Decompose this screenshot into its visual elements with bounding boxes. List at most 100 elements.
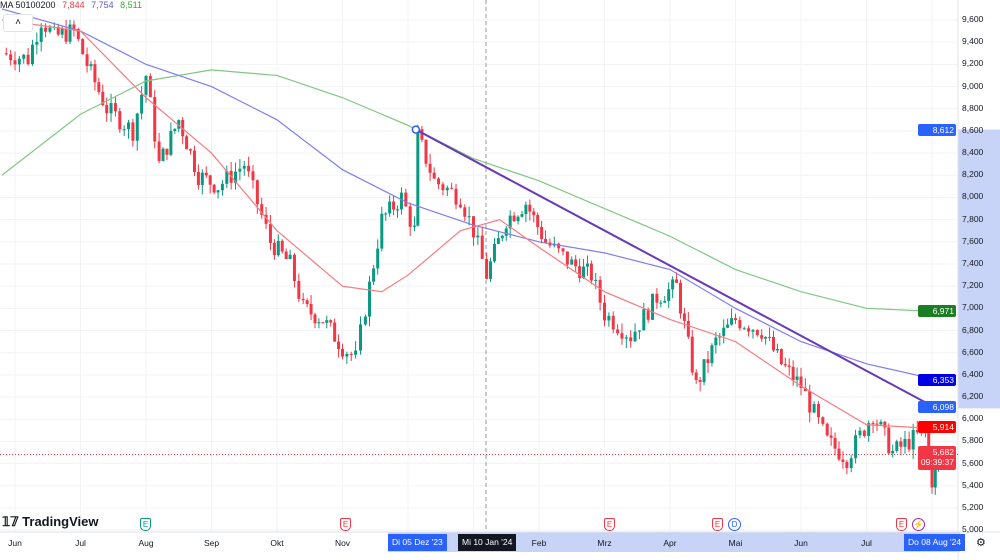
candle-body bbox=[454, 188, 458, 205]
tradingview-logo[interactable]: 𝟙𝟟 TradingView bbox=[2, 514, 99, 529]
candle-body bbox=[292, 254, 296, 281]
split-icon[interactable]: ⚡ bbox=[912, 518, 925, 531]
candle-body bbox=[808, 391, 812, 413]
price-tick: 6,600 bbox=[962, 346, 984, 357]
ma100-line bbox=[1, 8, 939, 381]
candle-body bbox=[742, 328, 746, 330]
indicator-legend[interactable]: MA 50100200 7,844 7,754 8,511 bbox=[0, 0, 146, 10]
time-tick: Mai bbox=[728, 538, 743, 548]
candle-body bbox=[791, 366, 795, 380]
dividend-icon[interactable]: D bbox=[728, 518, 741, 531]
candle-body bbox=[458, 204, 462, 208]
candle-body bbox=[376, 248, 380, 269]
candle-body bbox=[667, 289, 671, 301]
candle-body bbox=[118, 111, 122, 130]
candle-body bbox=[565, 251, 569, 265]
candle-body bbox=[416, 129, 420, 226]
candle-body bbox=[428, 163, 432, 173]
time-tick: Mrz bbox=[597, 538, 612, 548]
candle-body bbox=[751, 330, 755, 332]
candle-body bbox=[64, 28, 68, 42]
candle-body bbox=[131, 122, 135, 141]
candle-body bbox=[105, 105, 109, 114]
time-tick: Apr bbox=[663, 538, 677, 548]
candle-body bbox=[44, 27, 48, 32]
candle-body bbox=[891, 450, 895, 454]
candle-body bbox=[89, 64, 93, 67]
candle-body bbox=[616, 329, 620, 334]
candle-body bbox=[122, 129, 126, 131]
price-tick: 7,400 bbox=[962, 257, 984, 268]
candle-body bbox=[380, 213, 384, 249]
time-range-highlight bbox=[388, 532, 960, 552]
candle-body bbox=[833, 437, 837, 449]
candle-body bbox=[690, 336, 694, 373]
candle-body bbox=[698, 380, 702, 383]
candle-body bbox=[165, 148, 169, 155]
time-tick: Jun bbox=[794, 538, 808, 548]
earnings-icon[interactable]: E bbox=[896, 518, 907, 531]
candle-body bbox=[858, 430, 862, 436]
collapse-legend-button[interactable]: ˄ bbox=[3, 14, 33, 32]
candle-body bbox=[109, 103, 113, 114]
candle-body bbox=[408, 206, 412, 227]
earnings-icon[interactable]: E bbox=[340, 518, 351, 531]
candle-body bbox=[480, 235, 484, 259]
time-tick: Nov bbox=[334, 538, 351, 548]
candle-body bbox=[234, 171, 238, 183]
candle-body bbox=[603, 302, 606, 321]
candle-body bbox=[714, 337, 718, 346]
candle-body bbox=[372, 268, 376, 282]
candle-body bbox=[895, 441, 899, 451]
candle-body bbox=[779, 348, 783, 365]
candle-body bbox=[536, 215, 540, 227]
candle-body bbox=[489, 261, 493, 279]
candle-body bbox=[787, 365, 791, 367]
candle-body bbox=[927, 428, 931, 454]
candle-body bbox=[496, 238, 500, 244]
candle-body bbox=[710, 345, 714, 364]
trend-start-tag: 8,612 bbox=[918, 124, 956, 136]
ma200-tag: 6,971 bbox=[918, 305, 956, 317]
candle-body bbox=[317, 322, 321, 324]
price-range-highlight bbox=[958, 129, 1000, 409]
candle-body bbox=[388, 201, 392, 214]
crosshair-time-tag: Mi 10 Jan '24 bbox=[458, 534, 517, 551]
candle-body bbox=[255, 180, 259, 205]
candle-body bbox=[476, 235, 480, 238]
candle-body bbox=[396, 209, 400, 211]
candle-body bbox=[760, 335, 764, 339]
candle-body bbox=[816, 404, 820, 418]
price-tick: 7,200 bbox=[962, 280, 984, 291]
candle-body bbox=[288, 254, 292, 259]
last-price: 5,682 bbox=[932, 447, 954, 457]
earnings-icon[interactable]: E bbox=[712, 518, 723, 531]
candle-body bbox=[524, 204, 528, 215]
candle-body bbox=[620, 333, 624, 339]
candle-body bbox=[532, 211, 536, 216]
earnings-icon[interactable]: E bbox=[604, 518, 615, 531]
price-tick: 9,000 bbox=[962, 80, 984, 91]
candle-body bbox=[722, 327, 726, 336]
candle-body bbox=[883, 421, 887, 428]
candle-body bbox=[313, 314, 317, 324]
candle-body bbox=[646, 309, 650, 320]
candle-body bbox=[637, 330, 641, 332]
settings-gear-icon[interactable]: ⚙ bbox=[976, 537, 986, 549]
candle-body bbox=[849, 458, 853, 468]
earnings-icon[interactable]: E bbox=[140, 518, 151, 531]
candle-body bbox=[301, 298, 305, 301]
candle-body bbox=[354, 350, 358, 355]
price-tick: 5,000 bbox=[962, 524, 984, 535]
candle-body bbox=[177, 120, 181, 129]
candle-body bbox=[93, 64, 97, 83]
price-tick: 8,400 bbox=[962, 147, 984, 158]
candle-body bbox=[309, 303, 313, 315]
candle-body bbox=[268, 223, 272, 243]
candle-body bbox=[825, 423, 829, 436]
last-price-tag: 5,682 09:39:37 bbox=[918, 446, 956, 470]
candle-body bbox=[97, 82, 101, 92]
candle-body bbox=[81, 39, 85, 55]
ma100-value: 7,754 bbox=[91, 0, 114, 10]
